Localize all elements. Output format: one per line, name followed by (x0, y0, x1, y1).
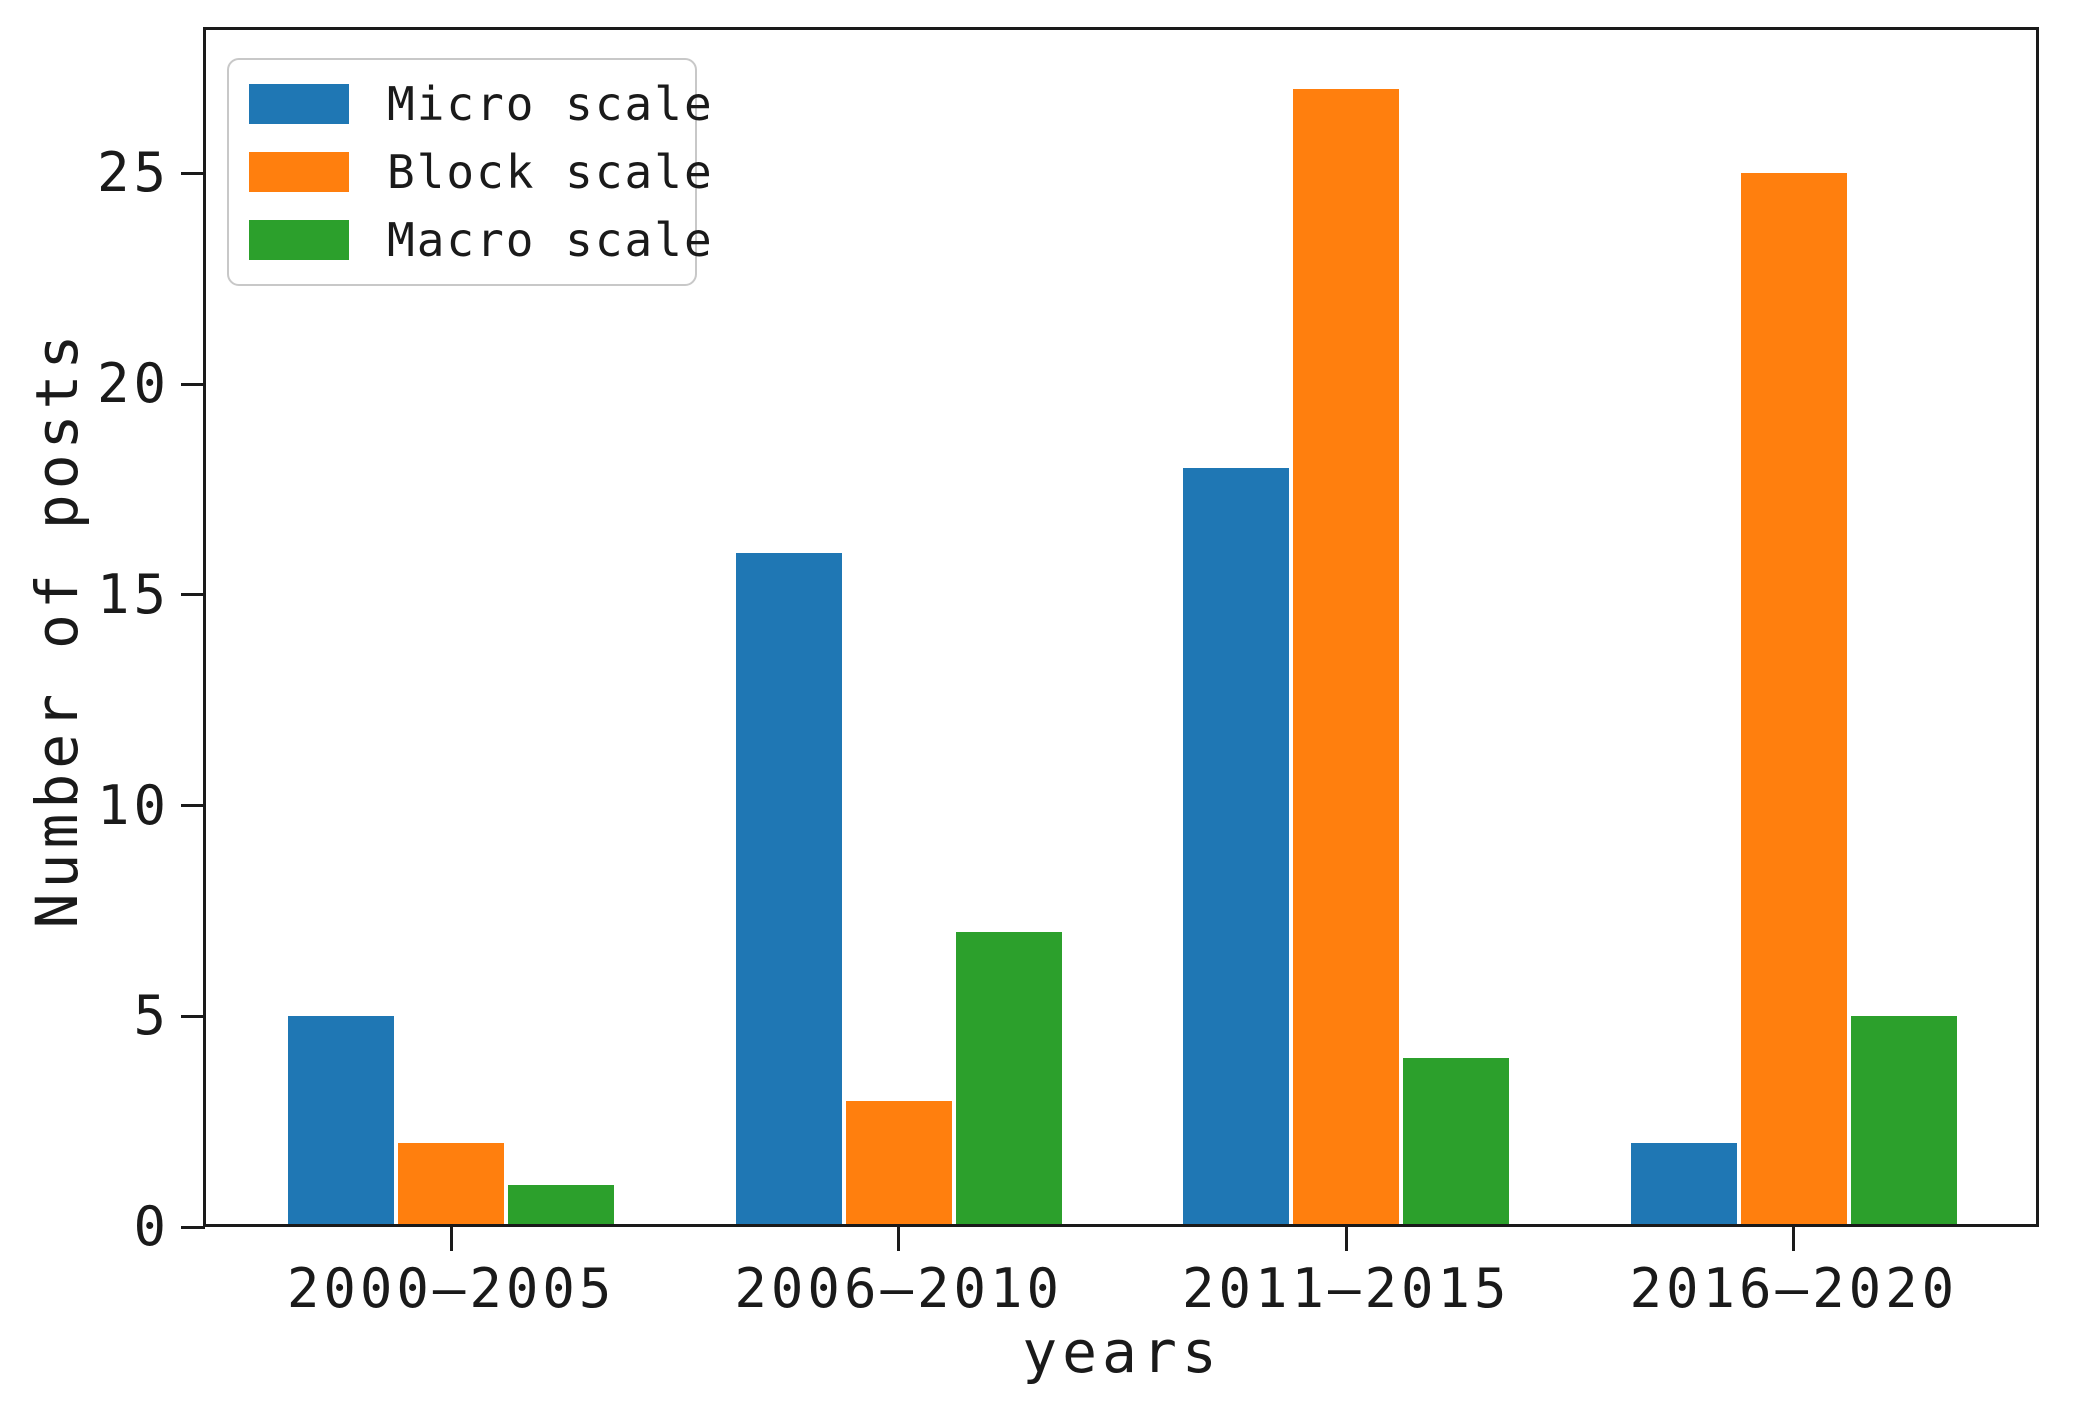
y-tick-10 (181, 804, 205, 808)
y-tick-label-25: 25 (96, 141, 170, 205)
legend-item-micro-scale: Micro scale (249, 77, 712, 131)
legend-swatch-macro-scale (249, 220, 349, 260)
bar-block-scale-1 (845, 1100, 952, 1227)
y-tick-label-10: 10 (96, 773, 170, 837)
bar-macro-scale-1 (955, 931, 1062, 1227)
x-tick-label-3: 2016—2020 (1629, 1257, 1959, 1320)
bar-micro-scale-3 (1630, 1142, 1737, 1227)
bar-macro-scale-2 (1403, 1058, 1510, 1227)
legend-item-block-scale: Block scale (249, 145, 712, 199)
bar-macro-scale-3 (1850, 1016, 1957, 1227)
x-tick-3 (1792, 1227, 1796, 1251)
legend-label-micro-scale: Micro scale (387, 77, 714, 131)
bar-block-scale-0 (398, 1142, 505, 1227)
x-tick-2 (1344, 1227, 1348, 1251)
bar-block-scale-3 (1740, 173, 1847, 1227)
legend: Micro scale Block scale Macro scale (227, 58, 712, 286)
y-tick-20 (181, 382, 205, 386)
y-tick-0 (181, 1225, 205, 1229)
legend-label-block-scale: Block scale (387, 145, 714, 199)
y-tick-label-15: 15 (96, 562, 170, 626)
bar-macro-scale-0 (508, 1184, 615, 1227)
y-tick-label-5: 5 (133, 984, 170, 1048)
x-axis-label: years (1022, 1318, 1222, 1386)
y-tick-15 (181, 593, 205, 597)
bar-block-scale-2 (1293, 89, 1400, 1227)
x-tick-label-1: 2006—2010 (734, 1257, 1064, 1320)
x-tick-label-0: 2000—2005 (286, 1257, 616, 1320)
legend-swatch-micro-scale (249, 84, 349, 124)
x-tick-1 (897, 1227, 901, 1251)
bar-micro-scale-2 (1183, 468, 1290, 1227)
y-tick-label-0: 0 (133, 1195, 170, 1258)
legend-swatch-block-scale (249, 152, 349, 192)
legend-item-macro-scale: Macro scale (249, 213, 712, 267)
y-axis-label: Number of posts (23, 329, 91, 929)
y-tick-label-20: 20 (96, 352, 170, 416)
y-tick-25 (181, 171, 205, 175)
bar-micro-scale-0 (288, 1016, 395, 1227)
y-tick-5 (181, 1014, 205, 1018)
legend-label-macro-scale: Macro scale (387, 213, 714, 267)
x-tick-label-2: 2011—2015 (1181, 1257, 1511, 1320)
plot-area (205, 30, 2040, 1227)
x-tick-0 (449, 1227, 453, 1251)
bar-micro-scale-1 (735, 552, 842, 1227)
